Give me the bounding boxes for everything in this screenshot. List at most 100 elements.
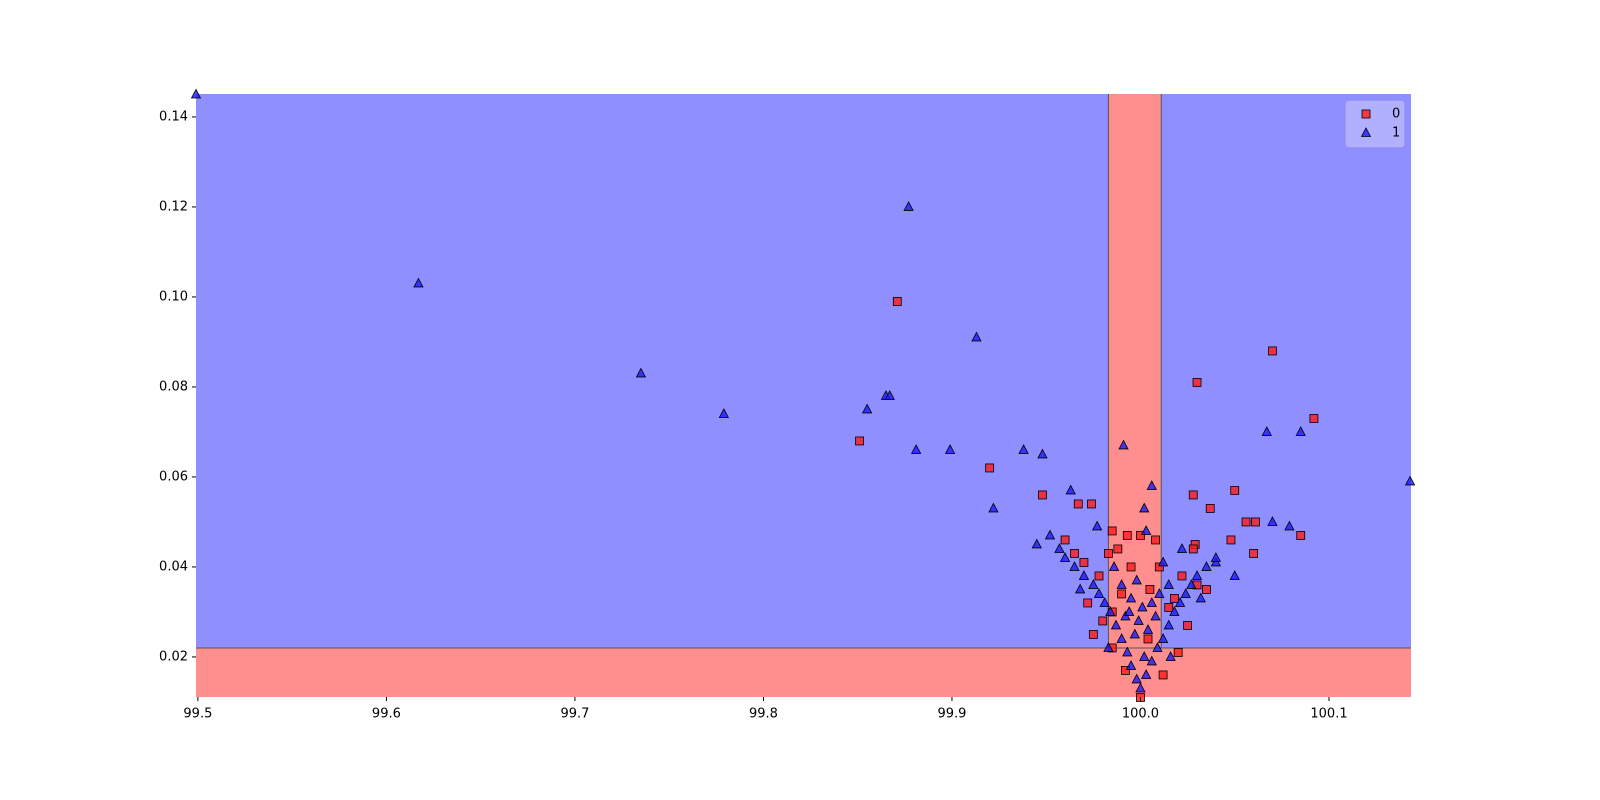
point <box>884 390 895 400</box>
point <box>1295 426 1306 436</box>
point <box>944 444 956 454</box>
region-class-1 <box>196 94 1411 697</box>
point <box>718 408 730 418</box>
point <box>1210 552 1222 562</box>
point <box>1176 543 1188 553</box>
point <box>1091 520 1103 531</box>
point <box>1226 535 1236 545</box>
point <box>1070 549 1079 558</box>
regions <box>196 94 1411 697</box>
point <box>1113 544 1123 554</box>
point <box>1093 588 1105 598</box>
point <box>971 331 982 342</box>
point <box>1154 562 1164 572</box>
point <box>1145 585 1155 594</box>
point <box>1404 475 1416 486</box>
point <box>1140 525 1152 535</box>
point <box>1104 549 1113 558</box>
point <box>1241 517 1251 527</box>
point <box>1261 426 1272 436</box>
region-class-0-band <box>1108 94 1162 648</box>
point <box>988 502 999 513</box>
point <box>1105 606 1116 616</box>
point <box>1073 499 1083 509</box>
point <box>1126 562 1136 572</box>
point <box>1083 598 1093 608</box>
point <box>1146 597 1157 607</box>
point <box>1125 592 1137 603</box>
y-tick-label: 0.08 <box>159 379 188 394</box>
point <box>1120 666 1130 675</box>
legend-marker <box>1360 127 1372 137</box>
point <box>1191 570 1203 580</box>
point <box>1186 579 1197 589</box>
point <box>1249 549 1258 558</box>
y-tick-label: 0.02 <box>159 649 188 664</box>
point <box>1136 531 1145 540</box>
point <box>1065 484 1076 495</box>
points <box>190 88 1416 702</box>
point <box>1158 670 1168 680</box>
point <box>1129 628 1140 639</box>
point <box>1180 588 1191 598</box>
region-class-0-bottom <box>196 647 1411 697</box>
point <box>1088 630 1098 639</box>
point <box>1140 669 1152 679</box>
point <box>1118 439 1129 450</box>
axes: 99.5 99.6 99.7 99.8 99.9 100.0 100.1 0.02 0.04 0.… <box>159 109 1348 721</box>
point <box>1116 579 1127 589</box>
legend-label: 1 <box>1392 126 1400 141</box>
point <box>1078 570 1090 580</box>
point <box>1150 610 1161 621</box>
point <box>1146 480 1157 490</box>
point <box>1165 651 1176 661</box>
point <box>1251 517 1260 527</box>
point <box>1133 615 1144 625</box>
point <box>1157 556 1169 567</box>
point <box>1074 583 1086 594</box>
point <box>1110 619 1122 630</box>
point <box>1146 655 1157 666</box>
region-class-0-band <box>1108 94 1162 648</box>
point <box>1054 543 1065 553</box>
point <box>1069 561 1080 571</box>
point <box>892 297 902 306</box>
x-tick-label: 99.7 <box>560 707 589 722</box>
point <box>1173 648 1183 657</box>
point <box>1108 561 1120 571</box>
point <box>1163 619 1174 630</box>
y-tick-label: 0.04 <box>159 559 188 574</box>
point <box>1309 414 1319 423</box>
x-tick-label: 100.1 <box>1310 707 1347 722</box>
point <box>1268 346 1277 356</box>
point <box>1164 603 1174 612</box>
point <box>1205 504 1215 513</box>
point <box>903 201 914 211</box>
x-tick-label: 99.5 <box>183 707 212 722</box>
y-tick-label: 0.12 <box>159 199 188 214</box>
point <box>1188 544 1198 554</box>
legend-marker <box>1361 109 1371 119</box>
point <box>1202 585 1211 594</box>
point <box>1131 673 1142 684</box>
point <box>1151 535 1160 545</box>
y-tick-label: 0.14 <box>159 109 188 124</box>
point <box>1122 646 1133 657</box>
point <box>1125 660 1137 670</box>
point <box>1098 616 1108 626</box>
point <box>1099 597 1110 607</box>
point <box>1107 526 1117 536</box>
point <box>855 436 864 446</box>
point <box>861 403 873 414</box>
legend: 01 <box>1345 100 1405 148</box>
y-tick-label: 0.10 <box>159 289 188 304</box>
point <box>1154 588 1165 598</box>
point <box>1059 552 1071 562</box>
point <box>635 367 647 378</box>
point <box>1284 520 1295 531</box>
point <box>1031 538 1042 549</box>
point <box>190 88 202 99</box>
point <box>1157 633 1169 643</box>
